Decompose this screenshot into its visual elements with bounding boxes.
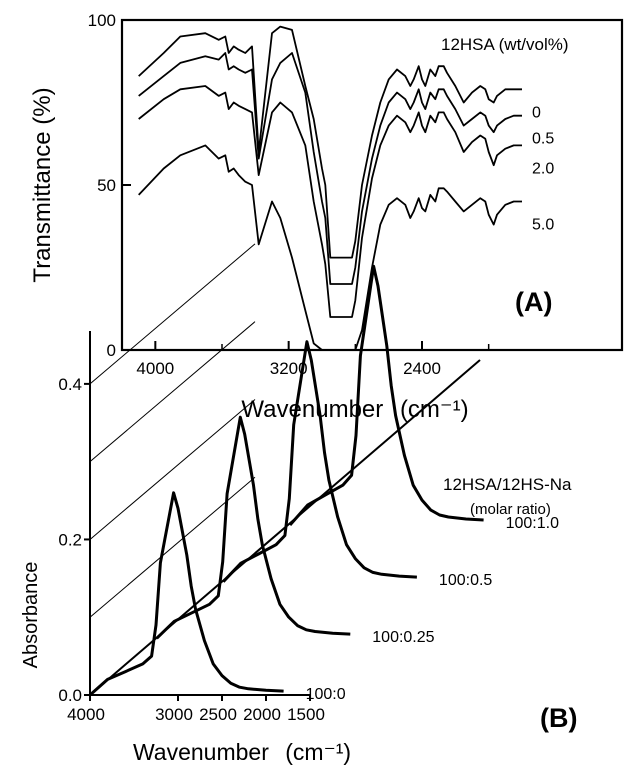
panel-a-x-axis-title-text: Wavenumber bbox=[241, 396, 383, 423]
panel-b-y-axis-title: Absorbance bbox=[20, 562, 42, 669]
panel-a-y-axis-title: Transmittance (%) bbox=[29, 87, 56, 282]
panel-a-series-5-0 bbox=[138, 144, 522, 351]
panel-b-x-ticks: 4000 3000 2500 2000 1500 bbox=[67, 695, 325, 724]
panel-b-x-tick-label: 3000 bbox=[155, 705, 193, 724]
panel-b-legend-entry: 100:0 bbox=[306, 686, 346, 703]
panel-a-series-0 bbox=[138, 25, 522, 259]
panel-b-legend-subtitle: (molar ratio) bbox=[470, 501, 551, 518]
panel-a-x-ticks: 4000 3200 2400 bbox=[136, 341, 490, 378]
panel-a-legend-entry: 2.0 bbox=[532, 160, 554, 177]
panel-a-legend-entry: 0 bbox=[532, 104, 541, 121]
panel-a-y-tick-label: 0 bbox=[107, 341, 116, 360]
panel-a-series-0-5 bbox=[138, 52, 522, 285]
panel-b-x-axis-title: Wavenumber (cm⁻¹) bbox=[133, 739, 351, 765]
panel-b-x-axis-title-text: Wavenumber bbox=[133, 739, 269, 765]
panel-a-legend-entry: 0.5 bbox=[532, 131, 554, 148]
panel-b-grid-line bbox=[89, 243, 256, 385]
panel-a-x-tick-label: 2400 bbox=[403, 359, 441, 378]
panel-b-legend-entry: 100:0.25 bbox=[372, 629, 434, 646]
panel-b-label: (B) bbox=[540, 703, 577, 733]
panel-b-x-axis-unit: (cm⁻¹) bbox=[285, 739, 351, 765]
panel-b-grid-line bbox=[89, 321, 256, 463]
panel-b-x-tick-label: 4000 bbox=[67, 705, 105, 724]
panel-b-y-tick-label: 0.0 bbox=[58, 686, 82, 705]
panel-a-series-2-0 bbox=[138, 85, 522, 318]
panel-b-legend-entry: 100:1.0 bbox=[506, 515, 559, 532]
panel-a-legend-entry: 5.0 bbox=[532, 217, 554, 234]
panel-b-series-100-1-0 bbox=[288, 264, 484, 526]
panel-a-x-tick-label: 3200 bbox=[270, 359, 308, 378]
panel-a-y-ticks: 0 50 100 bbox=[88, 11, 131, 360]
panel-b-legend-title: 12HSA/12HS-Na bbox=[443, 475, 572, 494]
panel-b-perspective-grid bbox=[89, 243, 256, 618]
panel-a-label: (A) bbox=[515, 287, 552, 317]
panel-b-y-tick-label: 0.2 bbox=[58, 530, 82, 549]
panel-a: 0 50 100 4000 3200 2400 12HSA (wt/vol%) 0 0.5… bbox=[29, 11, 624, 423]
panel-b-y-tick-label: 0.4 bbox=[58, 375, 82, 394]
panel-b-series-100-0-5 bbox=[222, 340, 417, 583]
panel-b-y-ticks: 0.0 0.2 0.4 bbox=[58, 375, 90, 705]
panel-a-legend-title: 12HSA (wt/vol%) bbox=[441, 35, 569, 54]
panel-b-series-100-0-25 bbox=[155, 415, 351, 640]
panel-b-x-tick-label: 2000 bbox=[243, 705, 281, 724]
panel-b-series-100-0 bbox=[89, 491, 284, 697]
panel-b-curves bbox=[89, 264, 484, 697]
panel-a-curves bbox=[138, 25, 522, 351]
panel-b: 0.0 0.2 0.4 4000 3000 2500 2000 1500 12HSA/12H… bbox=[20, 243, 577, 765]
panel-a-legend: 12HSA (wt/vol%) 0 0.5 2.0 5.0 bbox=[441, 35, 569, 234]
panel-a-y-tick-label: 50 bbox=[97, 176, 116, 195]
panel-b-grid-line bbox=[89, 399, 256, 540]
panel-b-x-tick-label: 2500 bbox=[199, 705, 237, 724]
panel-a-x-axis-title: Wavenumber (cm⁻¹) bbox=[241, 396, 468, 423]
panel-b-legend: 12HSA/12HS-Na (molar ratio) 100:0 100:0.2… bbox=[306, 475, 572, 703]
panel-b-legend-entry: 100:0.5 bbox=[439, 572, 492, 589]
panel-b-x-tick-label: 1500 bbox=[287, 705, 325, 724]
panel-a-x-tick-label: 4000 bbox=[136, 359, 174, 378]
panel-a-y-tick-label: 100 bbox=[88, 11, 116, 30]
